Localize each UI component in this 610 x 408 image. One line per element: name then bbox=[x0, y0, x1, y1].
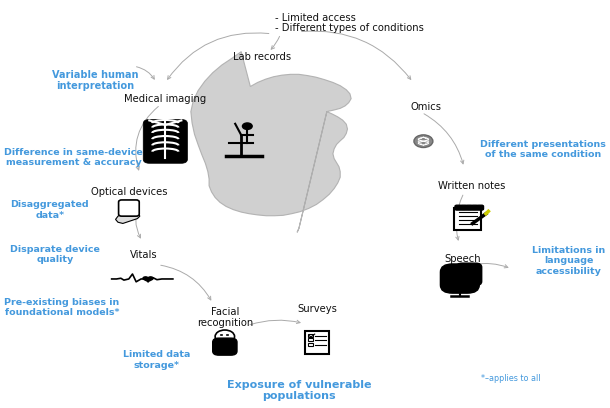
FancyBboxPatch shape bbox=[455, 205, 462, 210]
Text: Pre-existing biases in
foundational models*: Pre-existing biases in foundational mode… bbox=[4, 297, 120, 317]
FancyBboxPatch shape bbox=[466, 205, 473, 210]
Circle shape bbox=[420, 144, 422, 145]
Polygon shape bbox=[115, 214, 140, 224]
Text: Facial
recognition: Facial recognition bbox=[196, 307, 253, 328]
FancyBboxPatch shape bbox=[472, 205, 478, 210]
FancyBboxPatch shape bbox=[118, 200, 139, 216]
Text: Lab records: Lab records bbox=[234, 52, 292, 62]
FancyBboxPatch shape bbox=[461, 205, 467, 210]
Polygon shape bbox=[143, 277, 153, 282]
FancyBboxPatch shape bbox=[477, 205, 484, 210]
FancyBboxPatch shape bbox=[213, 338, 237, 355]
Text: Disparate device
quality: Disparate device quality bbox=[10, 245, 101, 264]
FancyBboxPatch shape bbox=[143, 120, 187, 163]
Text: Surveys: Surveys bbox=[297, 304, 337, 314]
Circle shape bbox=[425, 137, 427, 139]
Text: Difference in same-device
measurement & accuracy: Difference in same-device measurement & … bbox=[4, 148, 143, 167]
Circle shape bbox=[427, 140, 429, 142]
Text: *–applies to all: *–applies to all bbox=[481, 374, 540, 383]
Circle shape bbox=[215, 330, 235, 343]
Text: Variable human
interpretation: Variable human interpretation bbox=[52, 70, 138, 91]
Circle shape bbox=[242, 123, 252, 129]
Text: Medical imaging: Medical imaging bbox=[124, 94, 206, 104]
Text: - Different types of conditions: - Different types of conditions bbox=[274, 23, 423, 33]
Text: Optical devices: Optical devices bbox=[91, 187, 167, 197]
Text: Limited data
storage*: Limited data storage* bbox=[123, 350, 190, 370]
Text: Exposure of vulnerable
populations: Exposure of vulnerable populations bbox=[227, 379, 371, 401]
FancyBboxPatch shape bbox=[305, 331, 329, 354]
Text: Limitations in
language
accessibility: Limitations in language accessibility bbox=[533, 246, 606, 276]
Polygon shape bbox=[191, 52, 351, 233]
Text: - Limited access: - Limited access bbox=[274, 13, 356, 22]
Circle shape bbox=[425, 144, 427, 145]
FancyBboxPatch shape bbox=[456, 263, 482, 286]
FancyBboxPatch shape bbox=[308, 343, 313, 346]
FancyBboxPatch shape bbox=[308, 334, 313, 337]
FancyBboxPatch shape bbox=[454, 208, 481, 231]
Text: Disaggregated
data*: Disaggregated data* bbox=[10, 200, 89, 220]
Text: Speech: Speech bbox=[445, 254, 481, 264]
Circle shape bbox=[418, 140, 420, 142]
FancyBboxPatch shape bbox=[308, 338, 313, 341]
FancyBboxPatch shape bbox=[440, 264, 479, 293]
Text: Different presentations
of the same condition: Different presentations of the same cond… bbox=[479, 140, 606, 159]
Text: Written notes: Written notes bbox=[439, 181, 506, 191]
Circle shape bbox=[420, 137, 422, 139]
Text: Omics: Omics bbox=[411, 102, 442, 112]
Text: Vitals: Vitals bbox=[131, 250, 158, 259]
Circle shape bbox=[414, 135, 433, 148]
